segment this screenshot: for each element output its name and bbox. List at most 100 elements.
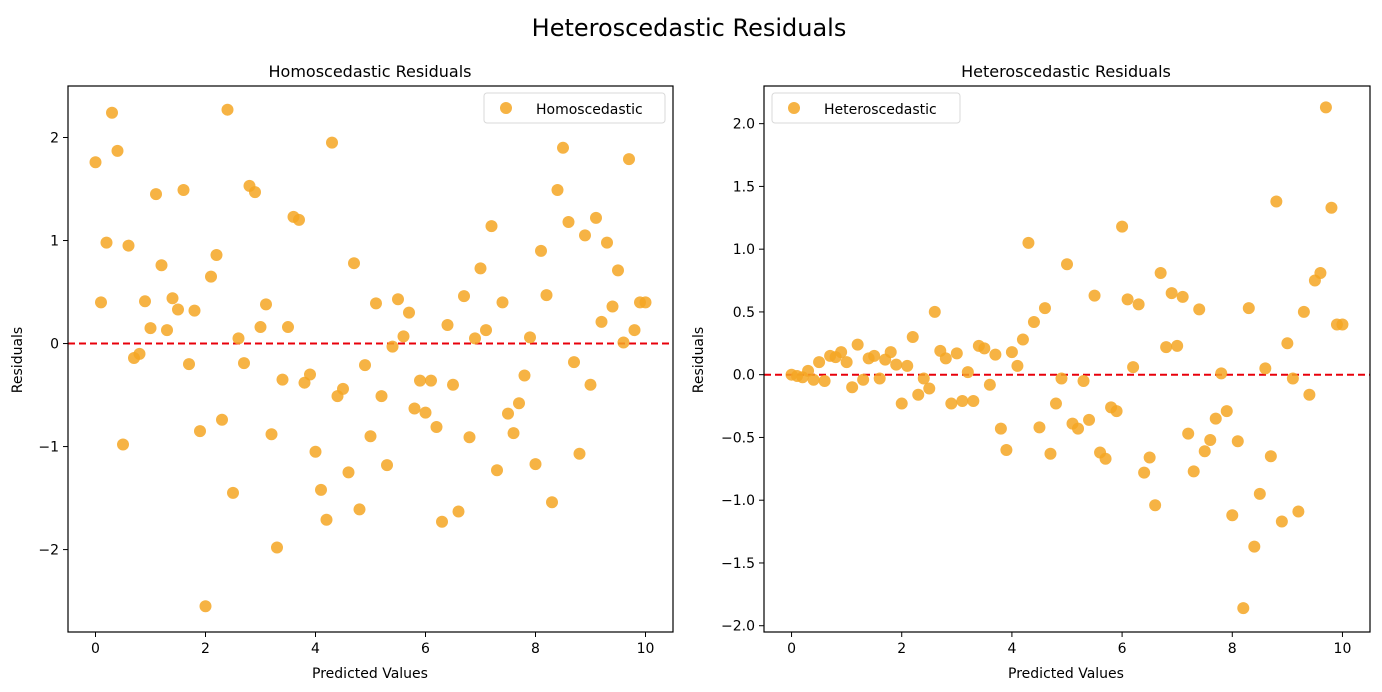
right-ytick-label: 2.0 (733, 117, 755, 133)
right-data-point (1319, 101, 1332, 114)
right-data-point (1121, 293, 1134, 306)
right-data-point (1072, 422, 1085, 435)
right-data-point (884, 346, 897, 359)
right-data-point (1033, 421, 1046, 434)
right-legend: Heteroscedastic (771, 92, 961, 124)
right-data-point (1209, 412, 1222, 425)
right-data-point (1286, 372, 1299, 385)
left-data-point (551, 184, 564, 197)
left-data-point (221, 103, 234, 116)
right-data-point (835, 346, 848, 359)
left-data-point (232, 332, 245, 345)
left-data-point (590, 211, 602, 224)
left-ytick-label: 2 (50, 131, 59, 147)
right-data-point (939, 352, 952, 365)
left-data-point (595, 315, 608, 328)
left-xlabel: Predicted Values (312, 666, 428, 682)
right-data-point (813, 356, 826, 369)
right-data-point (1325, 201, 1338, 214)
right-data-point (1154, 267, 1167, 280)
left-data-point (254, 321, 267, 334)
right-data-point (895, 397, 908, 410)
right-data-point (1187, 465, 1200, 478)
left-data-point (194, 425, 206, 438)
left-ytick-label: −2 (38, 543, 59, 559)
left-data-point (304, 368, 316, 381)
right-data-point (1303, 388, 1316, 401)
left-panel-homoscedastic: Homoscedastic Residuals 0 2 4 6 8 10 −2 −1 0 1 2 P… (10, 62, 674, 682)
left-data-point (568, 356, 580, 369)
left-legend-marker (500, 102, 512, 114)
left-data-point (348, 257, 360, 270)
right-data-point (983, 378, 996, 391)
right-data-point (1088, 289, 1101, 302)
right-data-point (1171, 339, 1184, 352)
left-data-point (282, 321, 294, 334)
left-data-point (100, 236, 113, 249)
right-data-point (956, 395, 969, 408)
left-data-point (106, 106, 118, 119)
left-data-point (381, 459, 393, 472)
left-data-point (623, 153, 635, 166)
left-data-point (392, 293, 404, 306)
left-data-point (612, 264, 624, 277)
right-xtick-label: 4 (1007, 641, 1016, 657)
left-data-point (639, 296, 652, 309)
right-data-point (1055, 372, 1068, 385)
right-data-point (890, 358, 903, 371)
left-ticks: 0 2 4 6 8 10 −2 −1 0 1 2 (38, 131, 654, 657)
left-data-point (518, 369, 531, 382)
right-data-point (868, 349, 881, 362)
left-data-point (353, 503, 366, 516)
right-data-point (1215, 367, 1228, 380)
right-panel-heteroscedastic: Heteroscedastic Residuals 0 2 4 6 8 10 −2.0 −1.… (691, 62, 1371, 682)
right-data-point (1149, 499, 1162, 512)
right-data-point (912, 388, 925, 401)
left-data-point (491, 464, 503, 477)
left-data-point (326, 136, 338, 149)
right-data-point (1077, 374, 1090, 387)
right-data-point (1138, 466, 1151, 479)
left-data-point (210, 248, 223, 261)
right-ticks: 0 2 4 6 8 10 −2.0 −1.5 −1.0 −0.5 0.0 0.5 1.0 1.5 2.0 (721, 117, 1351, 657)
right-data-point (1116, 220, 1129, 233)
right-data-point (978, 342, 991, 355)
left-data-point (474, 262, 487, 275)
right-data-point (1281, 337, 1294, 350)
right-ytick-label: −0.5 (721, 430, 755, 446)
right-axes-frame (763, 85, 1371, 633)
left-data-point (397, 330, 410, 343)
left-ylabel: Residuals (10, 327, 26, 393)
left-data-point (320, 513, 333, 526)
right-data-point (851, 338, 864, 351)
left-xtick-label: 0 (91, 641, 100, 657)
right-data-point (1237, 602, 1250, 615)
left-data-point (309, 445, 322, 458)
right-data-point (1297, 305, 1310, 318)
left-data-point (265, 428, 278, 441)
right-data-point (1176, 290, 1189, 303)
right-data-point (906, 331, 919, 344)
left-data-point (502, 407, 514, 420)
right-data-point (1253, 487, 1266, 500)
left-data-point (452, 505, 465, 518)
left-data-point (386, 340, 399, 353)
left-data-point (177, 184, 190, 197)
right-ytick-label: −1.0 (721, 493, 755, 509)
right-data-point (1231, 435, 1244, 448)
right-data-point (967, 395, 980, 408)
left-data-point (496, 296, 509, 309)
left-data-point (403, 306, 415, 319)
left-data-point (584, 378, 597, 391)
right-data-point (1027, 315, 1040, 328)
right-ytick-label: −2.0 (721, 619, 755, 635)
left-data-point (469, 332, 481, 345)
right-data-point (994, 422, 1007, 435)
left-data-point (628, 324, 641, 337)
left-data-point (199, 600, 212, 613)
right-data-point (1193, 303, 1206, 316)
right-data-point (1275, 515, 1288, 528)
left-data-point (513, 397, 525, 410)
right-data-point (1314, 267, 1327, 280)
